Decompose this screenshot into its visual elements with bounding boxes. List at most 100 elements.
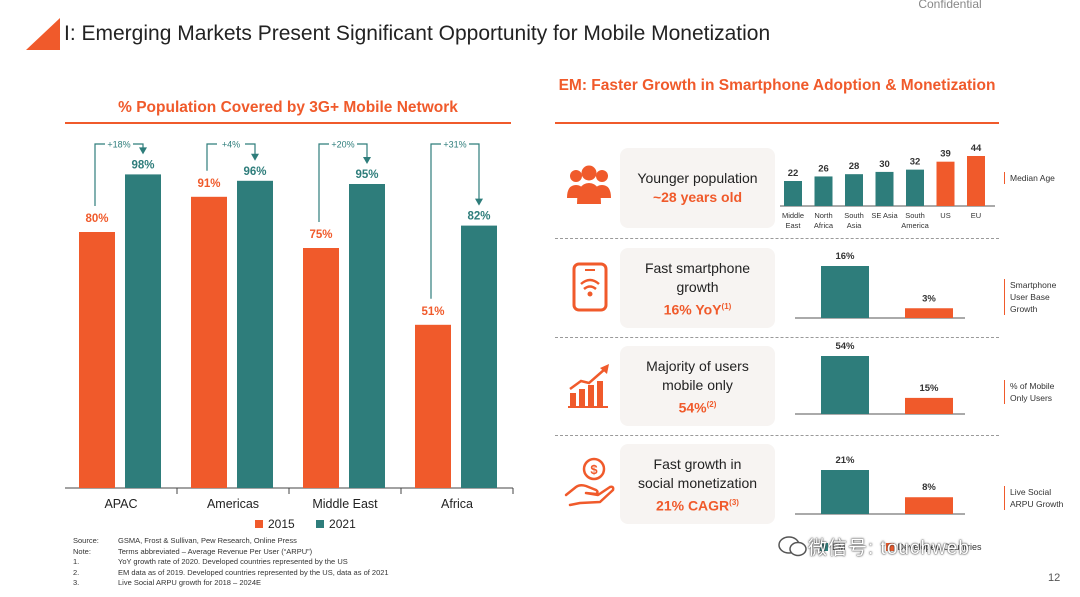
- row-text-social-monetization: Fast growth in social monetization 21% C…: [620, 455, 775, 516]
- metric-label-text: Median Age: [1010, 173, 1055, 183]
- smartphone-wifi-icon: [572, 262, 608, 312]
- legend-label-developed: Developed Countries: [897, 542, 982, 552]
- bar-em: [821, 356, 869, 414]
- bar-2021-middle-east: [349, 184, 385, 488]
- age-tick-label: East: [785, 221, 801, 230]
- row-highlight-line: 21% CAGR(3): [620, 493, 775, 516]
- legend-swatch-2021: [316, 520, 325, 528]
- row-separator: [555, 435, 999, 436]
- row-line1: Fast growth in: [653, 456, 742, 472]
- metric-label-text: Smartphone User Base Growth: [1010, 280, 1057, 314]
- bar-2015-americas: [191, 196, 227, 489]
- legend-item-2021: 2021: [316, 517, 356, 531]
- growth-label-bg: [105, 137, 133, 150]
- bar-developed: [905, 397, 953, 414]
- title-triangle-icon: [26, 18, 60, 50]
- footnote-row: 1. YoY growth rate of 2020. Developed cou…: [73, 557, 389, 568]
- age-value-label: 44: [971, 143, 982, 154]
- footnote-text: Live Social ARPU growth for 2018 – 2024E: [118, 578, 262, 588]
- row-highlight-line: 54%(2): [620, 395, 775, 418]
- bar-2015-apac: [79, 232, 115, 488]
- footnote-key: Source:: [73, 536, 99, 545]
- row-text-mobile-only: Majority of users mobile only 54%(2): [620, 357, 775, 418]
- metric-label-text: Live Social ARPU Growth: [1010, 487, 1064, 509]
- footnote-key: 3.: [73, 578, 80, 588]
- age-tick-label: Asia: [847, 221, 862, 230]
- footnote-row: 3. Live Social ARPU growth for 2018 – 202…: [73, 578, 389, 589]
- age-tick-label: US: [940, 211, 950, 220]
- hand-coin-icon: $: [564, 457, 615, 507]
- growth-label-bg: [441, 137, 469, 150]
- row-box-young-population: [620, 148, 775, 228]
- bar-value-label: 8%: [922, 482, 936, 493]
- bar-developed: [905, 308, 953, 318]
- bar-2021-americas: [237, 180, 273, 489]
- age-value-label: 30: [879, 159, 890, 170]
- row-line1: Majority of users: [646, 358, 749, 374]
- data-label-2021: 82%: [467, 211, 490, 223]
- growth-chart-icon: [568, 364, 609, 408]
- growth-label-bg: [217, 137, 245, 150]
- row-line2: growth: [676, 279, 719, 295]
- svg-text:$: $: [590, 462, 598, 477]
- age-tick-label: North: [814, 211, 832, 220]
- wechat-watermark: 微信号: touchweb: [778, 533, 970, 560]
- footnote-row: Source: GSMA, Frost & Sullivan, Pew Resea…: [73, 536, 389, 547]
- right-title-rule: [555, 122, 999, 124]
- age-tick-label: America: [901, 221, 929, 230]
- footnote-key: 2.: [73, 567, 80, 577]
- x-tick-label: Africa: [441, 497, 473, 511]
- row-highlight: 21% CAGR: [656, 497, 730, 514]
- age-bar: [845, 174, 863, 206]
- row-text-young-population: Younger population ~28 years old: [620, 169, 775, 207]
- bar-2015-africa: [415, 324, 451, 488]
- row-footnote-ref: (2): [706, 400, 717, 409]
- row-line2: social monetization: [637, 475, 758, 491]
- right-panel-title: EM: Faster Growth in Smartphone Adoption…: [558, 77, 996, 94]
- data-label-2015: 75%: [309, 229, 332, 241]
- age-bar: [784, 181, 802, 206]
- footnote-text: GSMA, Frost & Sullivan, Pew Research, On…: [118, 536, 297, 545]
- age-tick-label: South: [844, 211, 864, 220]
- bar-em: [821, 266, 869, 318]
- page-number: 12: [1048, 572, 1061, 584]
- left-chart-legend: 2015 2021: [255, 517, 374, 531]
- age-bar: [814, 176, 833, 206]
- bar-value-label: 3%: [922, 293, 936, 304]
- data-label-2015: 80%: [85, 213, 108, 225]
- confidential-label: Confidential: [918, 0, 982, 11]
- row-footnote-ref: (3): [729, 498, 739, 507]
- bar-developed: [905, 497, 953, 514]
- data-label-2021: 95%: [355, 169, 378, 181]
- row-highlight: 16% YoY: [663, 301, 722, 318]
- row-separator: [555, 238, 999, 239]
- data-label-2015: 91%: [197, 178, 220, 190]
- watermark-text: 微信号: touchweb: [808, 538, 970, 559]
- growth-arrowhead: [475, 198, 483, 206]
- data-label-2015: 51%: [421, 306, 444, 318]
- growth-arrowhead: [139, 147, 147, 155]
- row-line2: mobile only: [662, 377, 733, 393]
- left-chart-title: % Population Covered by 3G+ Mobile Netwo…: [118, 99, 458, 116]
- row-box-social-monetization: [620, 444, 775, 524]
- legend-swatch-2015: [255, 520, 263, 528]
- bar-value-label: 54%: [835, 341, 855, 352]
- bar-value-label: 16%: [835, 251, 855, 262]
- people-icon: [567, 165, 611, 204]
- bar-value-label: 21%: [835, 455, 855, 466]
- footnote-key: 1.: [73, 557, 80, 567]
- right-legend: EM Developed Countries: [820, 542, 982, 552]
- metric-label-text: % of Mobile Only Users: [1010, 381, 1055, 403]
- page-title: I: Emerging Markets Present Significant …: [64, 22, 771, 45]
- row-box-smartphone-growth: [620, 248, 775, 328]
- footnote-text: YoY growth rate of 2020. Developed count…: [118, 557, 348, 567]
- mobile-only-bar-chart: 54% 15%: [795, 341, 965, 415]
- data-label-2021: 96%: [243, 166, 266, 178]
- data-label-2021: 98%: [131, 159, 154, 171]
- footnote-row: Note: Terms abbreviated – Average Revenue…: [73, 547, 389, 558]
- footnote-key: Note:: [73, 546, 91, 556]
- age-tick-label: Africa: [814, 221, 834, 230]
- age-bar: [936, 161, 955, 206]
- metric-label-arpu-growth: Live Social ARPU Growth: [1004, 486, 1072, 510]
- growth-label: +31%: [443, 140, 466, 150]
